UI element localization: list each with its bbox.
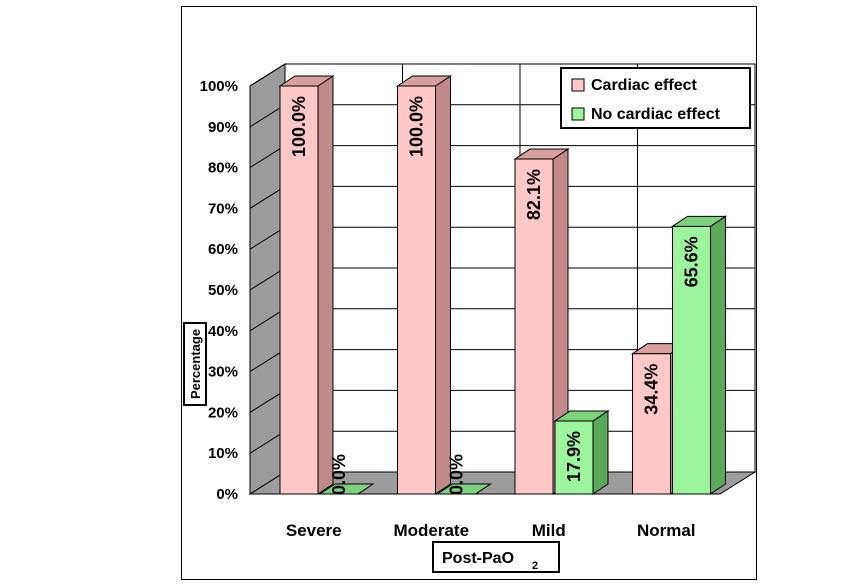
bar-top xyxy=(395,75,453,87)
x-axis-title-subscript: 2 xyxy=(532,560,538,572)
legend-swatch xyxy=(571,78,585,92)
gridline-side xyxy=(249,226,286,250)
y-tick-label: 100% xyxy=(200,78,238,95)
x-category-label: Severe xyxy=(286,521,342,540)
bar-front xyxy=(279,85,319,495)
y-tick-label: 0% xyxy=(216,486,238,503)
y-tick-label: 30% xyxy=(208,364,238,381)
legend-swatch xyxy=(571,107,585,121)
gridline-side xyxy=(249,308,286,332)
bar-side xyxy=(317,75,334,495)
data-label: 34.4% xyxy=(642,364,662,415)
data-label: 0.0% xyxy=(447,454,467,495)
bar-top xyxy=(318,483,375,495)
legend-box xyxy=(560,67,751,129)
data-label: 100.0% xyxy=(289,96,309,157)
data-label: 0.0% xyxy=(329,454,349,495)
y-tick-label: 50% xyxy=(208,282,238,299)
y-tick-label: 40% xyxy=(208,323,238,340)
gridline-side xyxy=(249,430,286,454)
gridline-side xyxy=(249,145,286,169)
legend-label: No cardiac effect xyxy=(591,106,721,123)
gridline-side xyxy=(249,104,286,128)
gridline-side xyxy=(249,267,286,291)
y-tick-label: 10% xyxy=(208,445,238,462)
bar-side xyxy=(592,410,609,495)
y-axis-title-box xyxy=(183,322,207,406)
y-tick-label: 70% xyxy=(208,200,238,217)
bar-top xyxy=(513,148,570,160)
x-axis-title: Post-PaO xyxy=(442,550,514,567)
gridline-side xyxy=(249,185,286,209)
bar-side xyxy=(435,75,451,495)
gridline-side xyxy=(249,389,286,413)
y-axis-title: Percentage xyxy=(188,329,203,399)
y-tick-label: 20% xyxy=(208,404,238,421)
bar-front xyxy=(514,158,554,495)
legend-label: Cardiac effect xyxy=(591,77,697,94)
bar-top xyxy=(553,410,610,422)
y-tick-label: 90% xyxy=(208,119,238,136)
x-category-label: Normal xyxy=(637,521,696,540)
bar-top xyxy=(278,75,335,87)
gridline-side xyxy=(249,63,286,87)
bar-top xyxy=(435,483,493,495)
x-category-label: Moderate xyxy=(393,521,469,540)
data-label: 100.0% xyxy=(407,96,427,157)
gridline-side xyxy=(249,349,286,373)
bar-side xyxy=(710,215,726,495)
bar-top xyxy=(670,215,728,227)
data-label: 17.9% xyxy=(564,431,584,482)
y-tick-label: 80% xyxy=(208,160,238,177)
data-label: 65.6% xyxy=(682,236,702,287)
x-axis-title-box xyxy=(432,541,560,573)
y-tick-label: 60% xyxy=(208,241,238,258)
bar-front xyxy=(632,353,671,495)
data-label: 82.1% xyxy=(524,169,544,220)
x-category-label: Mild xyxy=(532,521,566,540)
